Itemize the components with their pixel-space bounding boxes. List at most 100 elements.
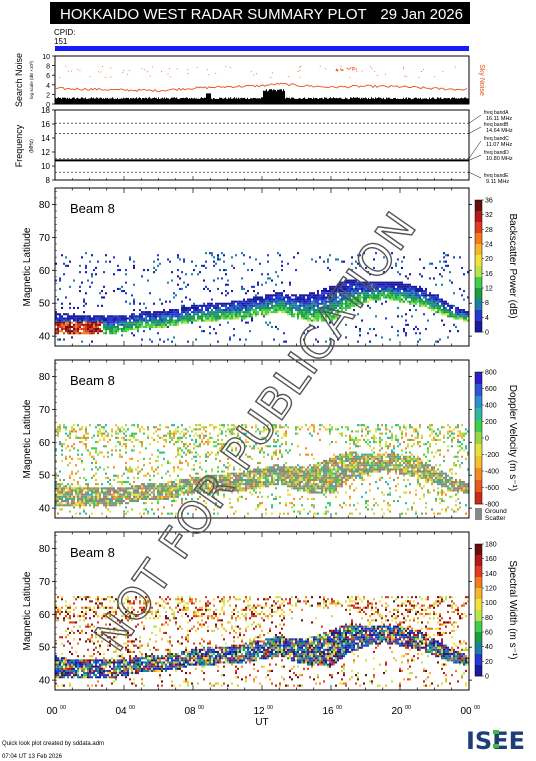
rti-cell — [283, 481, 285, 484]
rti-cell — [293, 306, 295, 309]
rti-cell — [327, 428, 329, 431]
rti-cell — [57, 328, 59, 331]
rti-cell — [59, 317, 61, 320]
rti-cell — [361, 476, 363, 479]
sky-noise-point — [169, 76, 171, 78]
rti-cell — [357, 292, 359, 295]
rti-cell — [309, 491, 311, 494]
rti-cell — [139, 302, 141, 305]
sky-noise-point — [206, 69, 208, 71]
rti-cell — [411, 296, 413, 299]
rti-cell — [75, 504, 77, 507]
rti-cell — [299, 304, 301, 307]
rti-cell — [67, 313, 69, 316]
rti-cell — [319, 487, 321, 490]
rti-cell — [399, 283, 401, 286]
rti-cell — [323, 292, 325, 295]
rti-cell — [339, 453, 341, 456]
rti-cell — [107, 481, 109, 484]
rti-cell — [91, 321, 93, 324]
rti-cell — [203, 287, 205, 290]
rti-cell — [213, 428, 215, 431]
rti-cell — [359, 466, 361, 469]
rti-cell — [327, 290, 329, 293]
rti-cell — [203, 483, 205, 486]
rti-cell — [353, 294, 355, 297]
cpid-label: CPID: — [54, 28, 75, 37]
rti-cell — [135, 487, 137, 490]
rti-cell — [183, 309, 185, 312]
rti-cell — [255, 258, 257, 261]
rti-cell — [163, 485, 165, 488]
rti-cell — [419, 302, 421, 305]
rti-cell — [251, 317, 253, 320]
rti-cell — [115, 430, 117, 433]
rti-cell — [77, 323, 79, 326]
rti-cell — [373, 451, 375, 454]
rti-cell — [311, 304, 313, 307]
rti-cell — [353, 309, 355, 312]
rti-cell — [227, 487, 229, 490]
rti-cell — [375, 281, 377, 284]
rti-cell — [403, 296, 405, 299]
rti-cell — [447, 302, 449, 305]
rti-cell — [105, 504, 107, 507]
rti-cell — [115, 315, 117, 318]
rti-cell — [125, 300, 127, 303]
rti-cell — [351, 455, 353, 458]
rti-cell — [267, 468, 269, 471]
rti-cell — [161, 451, 163, 454]
rti-cell — [259, 296, 261, 299]
rti-cell — [257, 495, 259, 498]
rti-cell — [391, 281, 393, 284]
rti-cell — [83, 311, 85, 314]
rti-cell — [65, 264, 67, 267]
rti-cell — [261, 495, 263, 498]
rti-cell — [153, 483, 155, 486]
rti-cell — [283, 468, 285, 471]
rti-cell — [103, 438, 105, 441]
rti-cell — [177, 426, 179, 429]
rti-cell — [427, 319, 429, 322]
rti-cell — [289, 296, 291, 299]
rti-cell — [339, 462, 341, 465]
rti-cell — [71, 483, 73, 486]
rti-cell — [59, 330, 61, 333]
rti-cell — [195, 264, 197, 267]
rti-cell — [253, 472, 255, 475]
rti-cell — [351, 300, 353, 303]
rti-cell — [331, 315, 333, 318]
rti-cell — [193, 447, 195, 450]
noise-ylabel-sub: log scale (dB ×10³) — [29, 61, 34, 99]
rti-cell — [333, 296, 335, 299]
rti-cell — [325, 340, 327, 343]
rti-cell — [63, 493, 65, 496]
rti-cell — [95, 493, 97, 496]
rti-cell — [165, 493, 167, 496]
rti-cell — [223, 445, 225, 448]
rti-cell — [141, 275, 143, 278]
rti-cell — [217, 478, 219, 481]
rti-cell — [327, 470, 329, 473]
rti-cell — [65, 491, 67, 494]
rti-cell — [217, 313, 219, 316]
rti-cell — [133, 319, 135, 322]
rti-cell — [123, 489, 125, 492]
rti-cell — [413, 292, 415, 295]
rti-cell — [317, 491, 319, 494]
rti-cell — [341, 472, 343, 475]
noise-ytick-label: 6 — [46, 73, 50, 80]
rti-cell — [273, 309, 275, 312]
rti-cell — [457, 330, 459, 333]
rti-cell — [419, 296, 421, 299]
rti-cell — [97, 330, 99, 333]
rti-cell — [321, 489, 323, 492]
rti-cell — [331, 300, 333, 303]
rti-cell — [201, 489, 203, 492]
rti-cell — [89, 323, 91, 326]
rti-cell — [201, 438, 203, 441]
rti-cell — [137, 317, 139, 320]
rti-cell — [363, 283, 365, 286]
rti-cell — [109, 510, 111, 513]
sky-noise-point — [300, 65, 302, 67]
